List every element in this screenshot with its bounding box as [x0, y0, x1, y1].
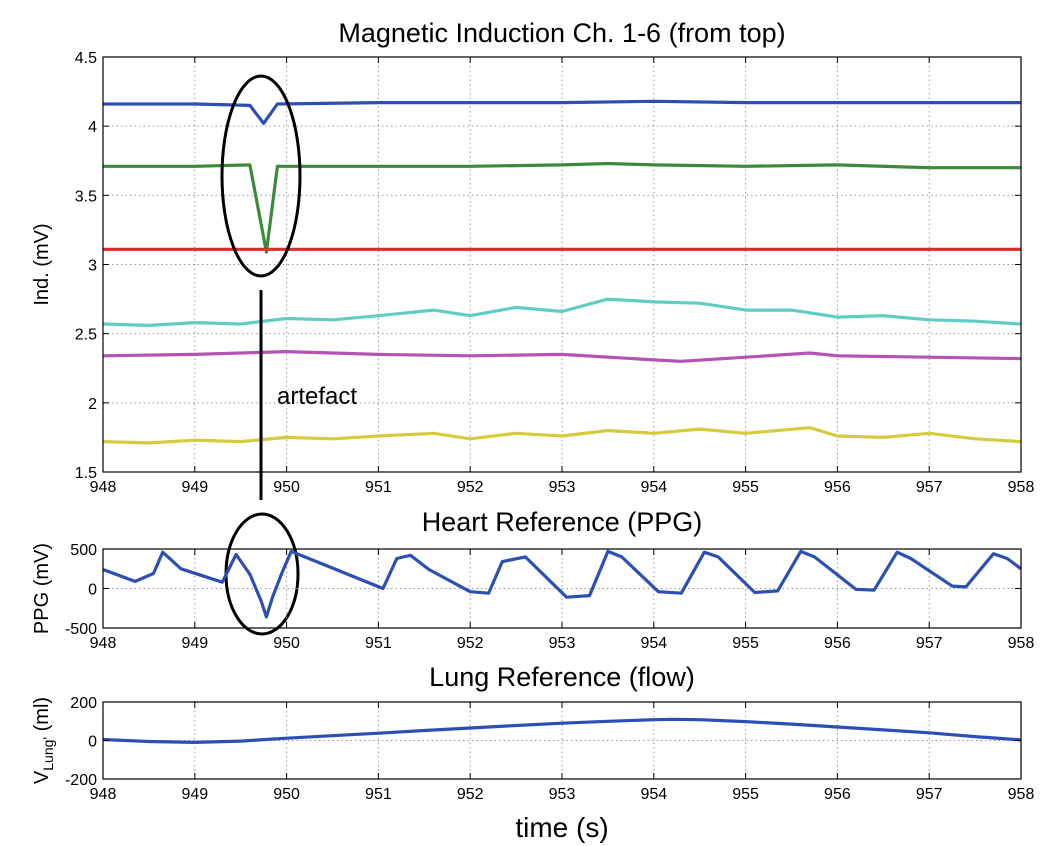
x-tick-label: 953 [549, 635, 576, 652]
x-tick-label: 953 [549, 786, 576, 803]
chart-title: Heart Reference (PPG) [422, 507, 703, 537]
x-tick-label: 951 [365, 479, 392, 496]
x-tick-label: 958 [1008, 786, 1035, 803]
y-axis-label: PPG (mV) [31, 543, 53, 634]
y-tick-label: 3.5 [75, 188, 97, 205]
x-tick-label: 949 [181, 479, 208, 496]
x-tick-label: 957 [916, 479, 943, 496]
x-tick-label: 958 [1008, 479, 1035, 496]
x-tick-label: 950 [273, 786, 300, 803]
x-tick-label: 956 [824, 479, 851, 496]
series-line-2 [103, 161, 1021, 254]
x-tick-label: 949 [181, 786, 208, 803]
chart-title: Lung Reference (flow) [429, 662, 695, 692]
x-tick-label: 955 [732, 786, 759, 803]
y-tick-label: 3 [88, 258, 97, 275]
x-tick-label: 954 [640, 479, 667, 496]
series-line-5 [102, 350, 1022, 363]
x-tick-label: 953 [549, 479, 576, 496]
y-tick-label: 2 [88, 396, 97, 413]
chart-panel-2: 948 949 950 951 952 953 954 955 956 957 958 -500 0 50… [31, 507, 1034, 652]
artefact-annotation: artefact [220, 74, 357, 636]
x-tick-label: 950 [273, 479, 300, 496]
x-tick-label: 957 [916, 635, 943, 652]
x-tick-label: 952 [457, 635, 484, 652]
artefact-ellipse-bottom [224, 512, 300, 636]
x-tick-label: 957 [916, 786, 943, 803]
chart-panel-1: 948 949 950 951 952 953 954 955 956 957 958 1.5 2 2.5… [31, 18, 1034, 496]
y-axis-label: Ind. (mV) [31, 223, 53, 305]
series-line-6 [102, 426, 1022, 445]
x-tick-label: 949 [181, 635, 208, 652]
y-tick-label: 500 [70, 542, 97, 559]
y-axis-label: VLung' (ml) [31, 697, 56, 784]
chart-title: Magnetic Induction Ch. 1-6 (from top) [338, 18, 785, 48]
y-tick-label: 200 [70, 695, 97, 712]
series-line-1 [103, 99, 1021, 125]
series-line-4 [102, 297, 1022, 327]
x-tick-label: 956 [824, 786, 851, 803]
x-tick-label: 948 [90, 635, 117, 652]
series-line-1 [102, 717, 1022, 744]
x-tick-label: 948 [90, 786, 117, 803]
y-tick-label: -500 [65, 621, 97, 638]
chart-panels: 948 949 950 951 952 953 954 955 956 957 958 1.5 2 2.5… [31, 18, 1034, 843]
x-tick-label: 952 [457, 786, 484, 803]
y-tick-label: 2.5 [75, 327, 97, 344]
x-tick-label: 956 [824, 635, 851, 652]
x-tick-label: 955 [732, 635, 759, 652]
x-tick-label: 950 [273, 635, 300, 652]
x-tick-label: 952 [457, 479, 484, 496]
artefact-label: artefact [277, 383, 357, 410]
x-tick-label: 951 [365, 635, 392, 652]
series-line-1 [102, 549, 1022, 619]
y-tick-label: 1.5 [75, 465, 97, 482]
y-tick-label: 0 [88, 582, 97, 599]
x-tick-label: 948 [90, 479, 117, 496]
x-tick-label: 955 [732, 479, 759, 496]
x-tick-label: 958 [1008, 635, 1035, 652]
x-tick-label: 951 [365, 786, 392, 803]
chart-panel-3: 948 949 950 951 952 953 954 955 956 957 958 -200 0 20… [31, 662, 1034, 843]
y-tick-label: 4 [88, 119, 97, 136]
y-tick-label: -200 [65, 772, 97, 789]
y-tick-label: 4.5 [75, 50, 97, 67]
x-tick-label: 954 [640, 786, 667, 803]
y-tick-label: 0 [88, 734, 97, 751]
x-axis-label: time (s) [515, 812, 608, 843]
artefact-ellipse-top [220, 74, 302, 278]
x-tick-label: 954 [640, 635, 667, 652]
